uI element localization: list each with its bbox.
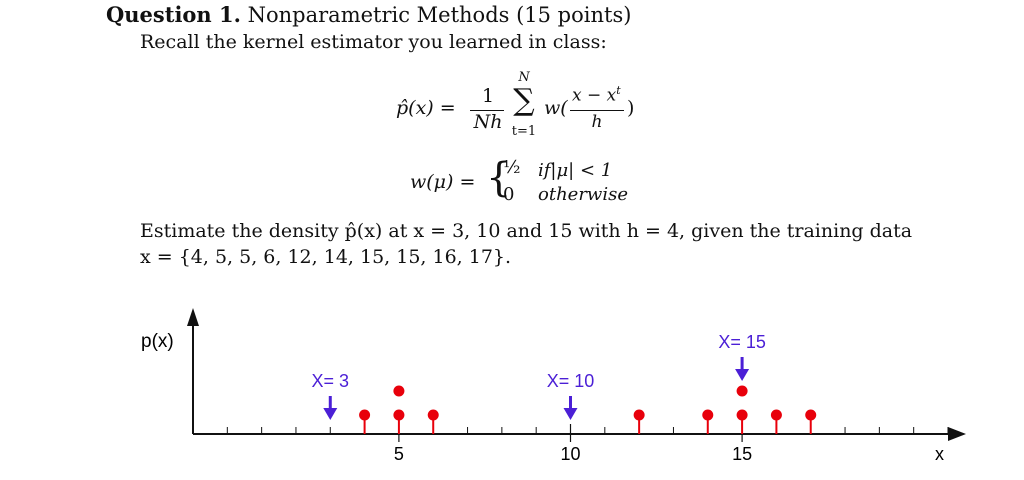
- window-case2-value: 0: [503, 184, 515, 205]
- data-point: [633, 409, 645, 421]
- y-axis-label: p(x): [141, 331, 174, 352]
- formula-one: 1: [481, 85, 495, 107]
- data-point: [736, 409, 748, 421]
- data-points: [359, 385, 817, 434]
- formula-sum-bottom: t=1: [511, 124, 537, 139]
- tick-label: 10: [560, 444, 580, 464]
- tick-label: 5: [394, 444, 404, 464]
- formula-inner-bar: [570, 110, 624, 111]
- question-intro: Recall the kernel estimator you learned …: [140, 31, 607, 53]
- window-case1-value: ½: [503, 157, 521, 178]
- data-point: [805, 409, 817, 421]
- minor-ticks: [226, 427, 949, 434]
- query-arrow-head: [323, 408, 338, 420]
- question-title: Nonparametric Methods (15 points): [247, 3, 632, 27]
- query-arrow-head: [563, 408, 578, 420]
- data-point: [359, 409, 371, 421]
- data-point: [736, 385, 748, 397]
- data-point: [702, 409, 714, 421]
- formula-w-open: w(: [544, 97, 568, 119]
- formula-nh: Nh: [473, 111, 503, 133]
- data-point: [393, 409, 405, 421]
- tick-label: 15: [732, 444, 752, 464]
- query-markers: X= 3 X= 10 X= 15: [312, 332, 766, 420]
- x-axis-arrowhead: [948, 427, 966, 441]
- data-point: [393, 385, 405, 397]
- formula-w-close: ): [627, 97, 635, 119]
- question-heading: Question 1. Nonparametric Methods (15 po…: [106, 2, 631, 27]
- formula-numerator: x − xt: [572, 84, 621, 106]
- formula-num-a: x − x: [572, 85, 617, 106]
- data-point: [770, 409, 782, 421]
- formula-lhs: p̂(x) =: [396, 97, 456, 119]
- query-label: X= 3: [312, 371, 350, 391]
- window-lhs: w(μ) =: [410, 171, 476, 193]
- task-text-line-1: Estimate the density p̂(x) at x = 3, 10 …: [140, 220, 913, 242]
- formula-sum-symbol: ∑: [513, 83, 535, 118]
- window-case2-condition: otherwise: [538, 184, 628, 205]
- formula-num-sup: t: [616, 84, 621, 97]
- formula-fraction-bar: [470, 110, 504, 111]
- window-case1-condition: if|μ| < 1: [538, 160, 613, 181]
- x-axis-label: x: [935, 444, 944, 464]
- question-label: Question 1.: [106, 2, 241, 27]
- tick-labels: 5 10 15: [394, 424, 752, 464]
- query-label: X= 15: [718, 332, 766, 352]
- formula-sum-top: N: [518, 70, 530, 85]
- data-point: [427, 409, 439, 421]
- task-text-line-2: x = {4, 5, 5, 6, 12, 14, 15, 15, 16, 17}…: [140, 246, 512, 268]
- query-label: X= 10: [547, 371, 595, 391]
- formula-h: h: [591, 112, 603, 132]
- window-brace: {: [486, 155, 512, 201]
- y-axis-arrowhead: [187, 308, 199, 326]
- query-arrow-head: [735, 369, 750, 381]
